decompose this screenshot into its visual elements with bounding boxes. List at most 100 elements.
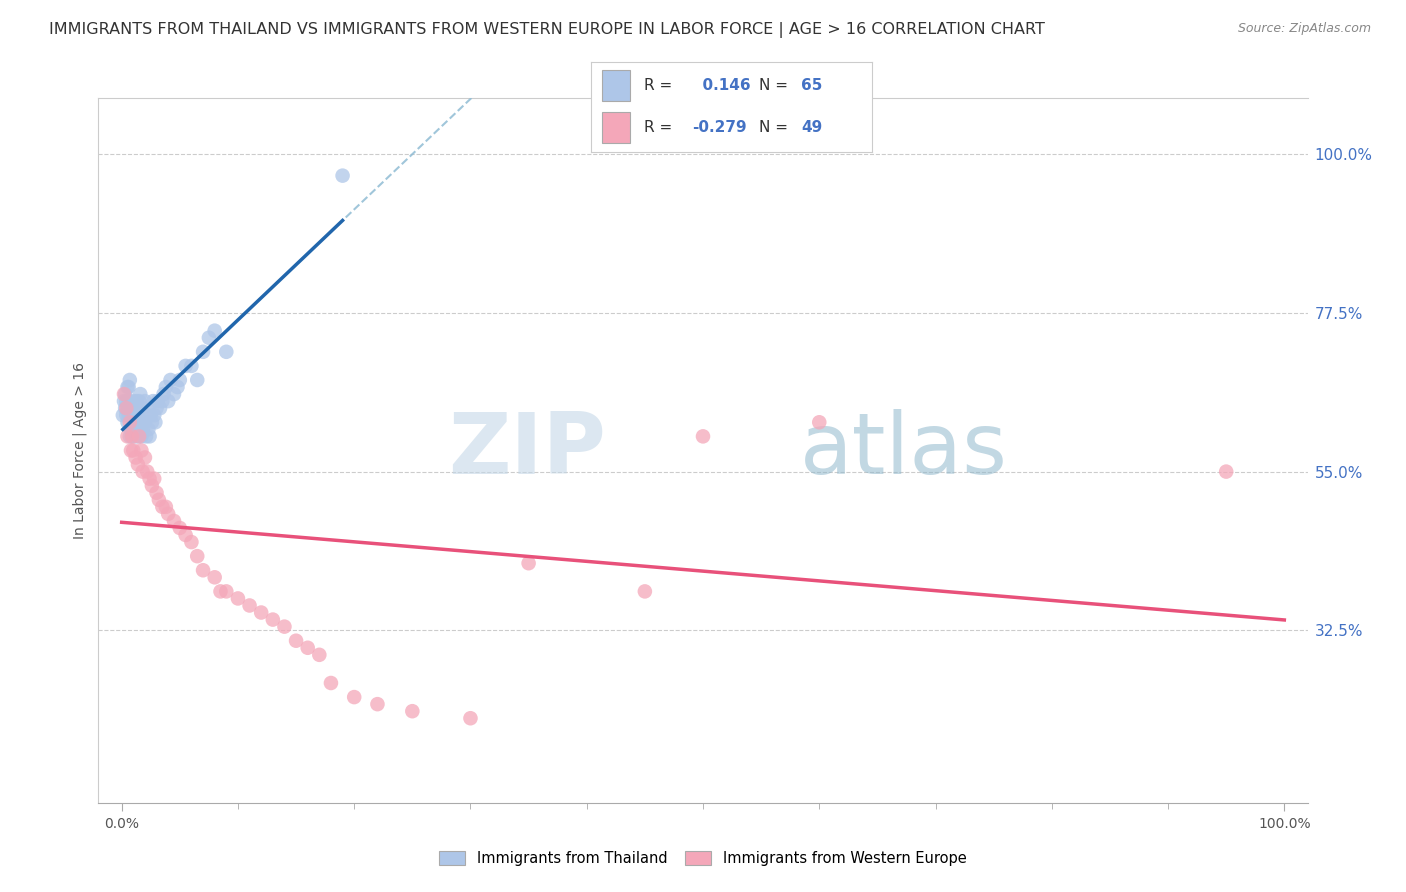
Point [150,394,173,409]
Point [115,409,138,423]
Point [308,648,330,662]
Point [120,422,142,436]
Point [285,633,308,648]
Point [163,387,186,401]
Point [112,387,135,401]
Point [180,535,202,549]
Point [115,401,138,416]
Text: -0.279: -0.279 [692,120,747,135]
Point [134,450,156,465]
Point [198,331,221,345]
Text: N =: N = [759,78,789,93]
Point [145,401,167,416]
Point [634,584,657,599]
Point [186,373,208,387]
Point [1215,465,1237,479]
Point [180,359,202,373]
Point [297,640,319,655]
Point [118,429,141,443]
Point [117,429,139,443]
Point [692,429,714,443]
Point [262,613,284,627]
Point [145,485,167,500]
Point [120,401,142,416]
Text: atlas: atlas [800,409,1008,492]
Point [131,422,153,436]
Bar [602,70,630,101]
Point [204,324,226,338]
Text: R =: R = [644,120,672,135]
Point [150,500,173,514]
Point [121,429,143,443]
Point [319,676,342,690]
Point [145,415,167,429]
Point [141,478,163,492]
Point [139,409,162,423]
Point [149,401,172,416]
Point [118,394,141,409]
Point [121,429,143,443]
Point [143,472,166,486]
Point [148,492,170,507]
Point [239,599,262,613]
Point [117,415,139,429]
Point [250,606,273,620]
Point [169,373,191,387]
Point [141,415,163,429]
Point [132,415,155,429]
Point [366,697,388,711]
Point [118,409,141,423]
Text: IMMIGRANTS FROM THAILAND VS IMMIGRANTS FROM WESTERN EUROPE IN LABOR FORCE | AGE : IMMIGRANTS FROM THAILAND VS IMMIGRANTS F… [49,22,1045,38]
Text: ZIP: ZIP [449,409,606,492]
Point [118,373,141,387]
Point [115,394,138,409]
Point [174,359,197,373]
Point [127,409,149,423]
Bar [602,112,630,143]
Point [215,344,238,359]
Text: 0.146: 0.146 [692,78,751,93]
Point [124,415,146,429]
Text: Source: ZipAtlas.com: Source: ZipAtlas.com [1237,22,1371,36]
Point [401,704,423,718]
Point [112,394,135,409]
Point [131,401,153,416]
Point [131,429,153,443]
Point [146,394,169,409]
Point [169,521,191,535]
Point [174,528,197,542]
Point [125,394,148,409]
Point [136,409,159,423]
Point [111,409,134,423]
Point [129,415,152,429]
Point [122,422,145,436]
Point [121,409,143,423]
Y-axis label: In Labor Force | Age > 16: In Labor Force | Age > 16 [73,362,87,539]
Point [124,401,146,416]
Point [155,500,177,514]
Point [460,711,482,725]
Point [125,422,148,436]
Point [332,169,354,183]
Text: 65: 65 [801,78,823,93]
Point [127,458,149,472]
Point [215,584,238,599]
Point [128,429,150,443]
Point [191,344,214,359]
Text: 49: 49 [801,120,823,135]
Point [143,409,166,423]
Point [186,549,208,564]
Point [343,690,366,705]
Point [122,443,145,458]
Point [138,472,160,486]
Point [157,394,180,409]
Point [142,394,165,409]
Point [134,415,156,429]
Text: R =: R = [644,78,672,93]
Point [204,570,226,584]
Point [131,443,153,458]
Point [129,387,152,401]
Point [128,429,150,443]
Point [273,619,295,633]
Point [122,394,145,409]
